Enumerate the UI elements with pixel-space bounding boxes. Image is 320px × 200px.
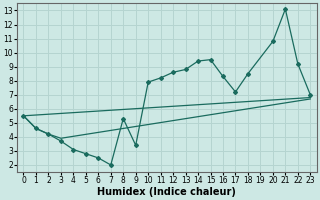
X-axis label: Humidex (Indice chaleur): Humidex (Indice chaleur) — [98, 187, 236, 197]
